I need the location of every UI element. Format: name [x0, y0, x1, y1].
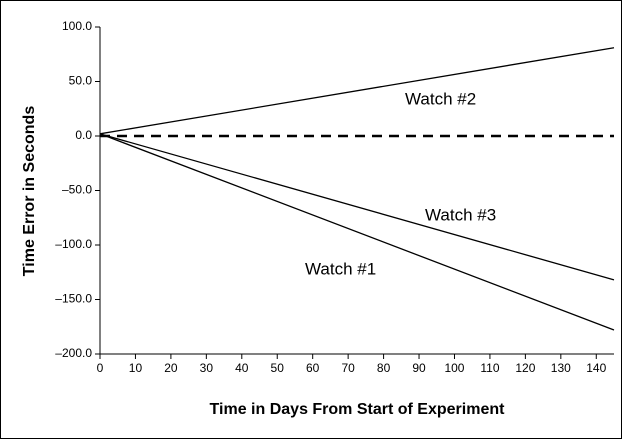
- y-tick-label: –150.0: [55, 292, 92, 306]
- x-tick-label: 120: [515, 361, 535, 375]
- x-tick-label: 80: [377, 361, 391, 375]
- x-tick-label: 70: [341, 361, 355, 375]
- y-tick-label: –100.0: [55, 237, 92, 251]
- x-tick-label: 90: [412, 361, 426, 375]
- x-tick-label: 110: [480, 361, 499, 375]
- x-tick-label: 130: [551, 361, 571, 375]
- series-line: [99, 133, 615, 331]
- x-tick-label: 100: [444, 361, 464, 375]
- y-tick-label: –50.0: [62, 183, 92, 197]
- series-label: Watch #2: [405, 89, 476, 108]
- y-tick-label: –200.0: [55, 346, 92, 360]
- series-label: Watch #1: [305, 259, 376, 278]
- series-line: [99, 133, 615, 281]
- x-tick-label: 60: [306, 361, 320, 375]
- x-tick-label: 0: [97, 361, 104, 375]
- y-tick-label: 50.0: [69, 74, 93, 88]
- x-tick-label: 50: [271, 361, 285, 375]
- series-label: Watch #3: [425, 205, 496, 224]
- x-tick-label: 40: [235, 361, 249, 375]
- x-tick-label: 10: [129, 361, 143, 375]
- y-axis-title: Time Error in Seconds: [21, 106, 38, 277]
- x-tick-label: 140: [586, 361, 606, 375]
- x-tick-label: 30: [200, 361, 214, 375]
- y-tick-label: 0.0: [75, 128, 92, 142]
- x-axis-title: Time in Days From Start of Experiment: [210, 401, 506, 418]
- series-line: [99, 47, 615, 135]
- y-tick-label: 100.0: [62, 19, 92, 33]
- x-tick-label: 20: [164, 361, 178, 375]
